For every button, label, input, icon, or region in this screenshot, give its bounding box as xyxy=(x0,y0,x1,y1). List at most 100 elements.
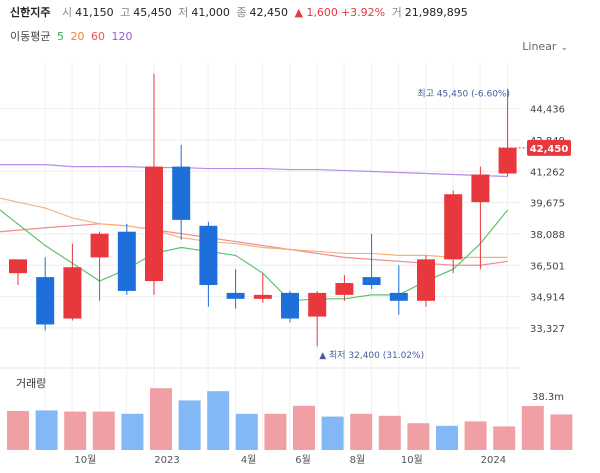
candle-down xyxy=(117,223,136,295)
volume-bar xyxy=(264,413,287,450)
candle-up xyxy=(253,273,272,303)
ticker-name: 신한지주 xyxy=(10,6,51,19)
volume-bar xyxy=(521,406,544,450)
close-value: 42,450 xyxy=(249,6,288,19)
low-label: 저 xyxy=(178,6,189,19)
volume-bar xyxy=(121,413,144,450)
volume-bar xyxy=(235,413,258,450)
candle-down xyxy=(281,290,299,323)
ma20-line xyxy=(0,197,508,258)
price-tick-label: 44,436 xyxy=(530,105,565,116)
volume-bar xyxy=(550,414,573,450)
volume-bar xyxy=(35,410,58,450)
month-label: 10월 xyxy=(74,454,96,466)
candle-up xyxy=(90,231,109,301)
price-tick-label: 39,675 xyxy=(530,199,565,210)
month-label: 6월 xyxy=(295,454,311,466)
candle-body xyxy=(253,294,272,299)
volume-bars: 38.3m xyxy=(7,388,573,450)
ma-120: 120 xyxy=(111,30,133,43)
volume-bar xyxy=(92,411,115,450)
candle-body xyxy=(335,283,354,295)
current-price-label: 42,450 xyxy=(530,144,569,155)
candle-body xyxy=(281,292,299,319)
current-price-badge xyxy=(527,139,571,156)
chevron-down-icon: ⌄ xyxy=(560,43,568,53)
candle-body xyxy=(308,292,327,317)
candle-down xyxy=(199,221,218,307)
candle-up xyxy=(471,166,490,270)
candle-up xyxy=(444,190,463,274)
candle-body xyxy=(172,166,191,220)
scale-label: Linear xyxy=(522,40,557,53)
candle-up xyxy=(9,259,27,286)
volume-bar xyxy=(64,411,87,450)
open-value: 41,150 xyxy=(75,6,114,19)
candle-up xyxy=(145,73,163,295)
volume-bar xyxy=(378,415,401,450)
price-tick-label: 34,914 xyxy=(530,293,565,304)
volume-bar xyxy=(436,425,458,450)
candle-body xyxy=(417,259,435,301)
month-label: 10월 xyxy=(401,454,423,466)
volume-bar xyxy=(207,391,230,450)
ma-20: 20 xyxy=(70,30,85,43)
close-label: 종 xyxy=(236,6,247,19)
ma-label: 이동평균 xyxy=(10,30,51,43)
volume-max-label: 38.3m xyxy=(532,392,564,403)
candle-body xyxy=(199,225,218,286)
candles xyxy=(9,73,517,347)
candle-down xyxy=(226,269,245,309)
change-percent: +3.92% xyxy=(340,6,386,19)
volume-bar xyxy=(7,411,29,450)
high-annotation: 최고 45,450 (-6.60%) xyxy=(417,89,510,100)
moving-average-legend[interactable]: 이동평균 5 20 60 120 xyxy=(10,28,135,44)
candle-body xyxy=(9,259,27,274)
month-label: 2023 xyxy=(154,455,179,466)
open-label: 시 xyxy=(61,6,73,19)
high-label: 고 xyxy=(120,6,131,19)
volume-title: 거래량 xyxy=(16,377,47,390)
month-label: 4월 xyxy=(241,454,257,466)
candle-down xyxy=(362,233,381,289)
volume-label: 거 xyxy=(391,6,402,19)
volume-bar xyxy=(293,405,315,450)
candle-body xyxy=(362,277,381,286)
month-label: 8월 xyxy=(350,454,366,466)
scale-selector[interactable]: Linear ⌄ xyxy=(522,40,568,53)
volume-bar xyxy=(464,421,487,450)
volume-bar xyxy=(350,413,373,450)
candle-body xyxy=(117,231,136,291)
candle-up xyxy=(308,290,327,347)
candle-up xyxy=(63,243,82,321)
price-header: 신한지주 시 41,150 고 45,450 저 41,000 종 42,450 ▲ 1… xyxy=(10,4,471,22)
volume-bar xyxy=(178,400,201,450)
candle-body xyxy=(226,292,245,299)
volume-bar xyxy=(321,416,344,450)
candle-body xyxy=(63,267,82,319)
ma-5: 5 xyxy=(56,30,64,43)
price-tick-label: 38,088 xyxy=(530,230,565,241)
change-value: ▲ 1,600 xyxy=(294,6,338,19)
candle-down xyxy=(389,265,408,315)
candle-body xyxy=(90,233,109,258)
candle-body xyxy=(389,292,408,301)
volume-bar xyxy=(150,388,172,450)
price-axis: 44,43642,84941,26239,67538,08836,50134,9… xyxy=(530,105,565,335)
candle-body xyxy=(498,147,517,174)
candle-down xyxy=(172,144,191,240)
candle-body xyxy=(471,174,490,203)
annotations: 최고 45,450 (-6.60%) ▲ 최저 32,400 (31.02%) 42… xyxy=(319,89,571,361)
candle-down xyxy=(36,257,55,331)
price-tick-label: 36,501 xyxy=(530,261,565,272)
ma120-line xyxy=(0,164,508,178)
candle-body xyxy=(444,194,463,260)
ma-60: 60 xyxy=(90,30,105,43)
low-value: 41,000 xyxy=(191,6,230,19)
candle-up xyxy=(335,275,354,301)
price-tick-label: 33,327 xyxy=(530,324,565,335)
candle-body xyxy=(36,277,55,325)
candle-up xyxy=(417,255,435,307)
volume-value: 21,989,895 xyxy=(404,6,468,19)
